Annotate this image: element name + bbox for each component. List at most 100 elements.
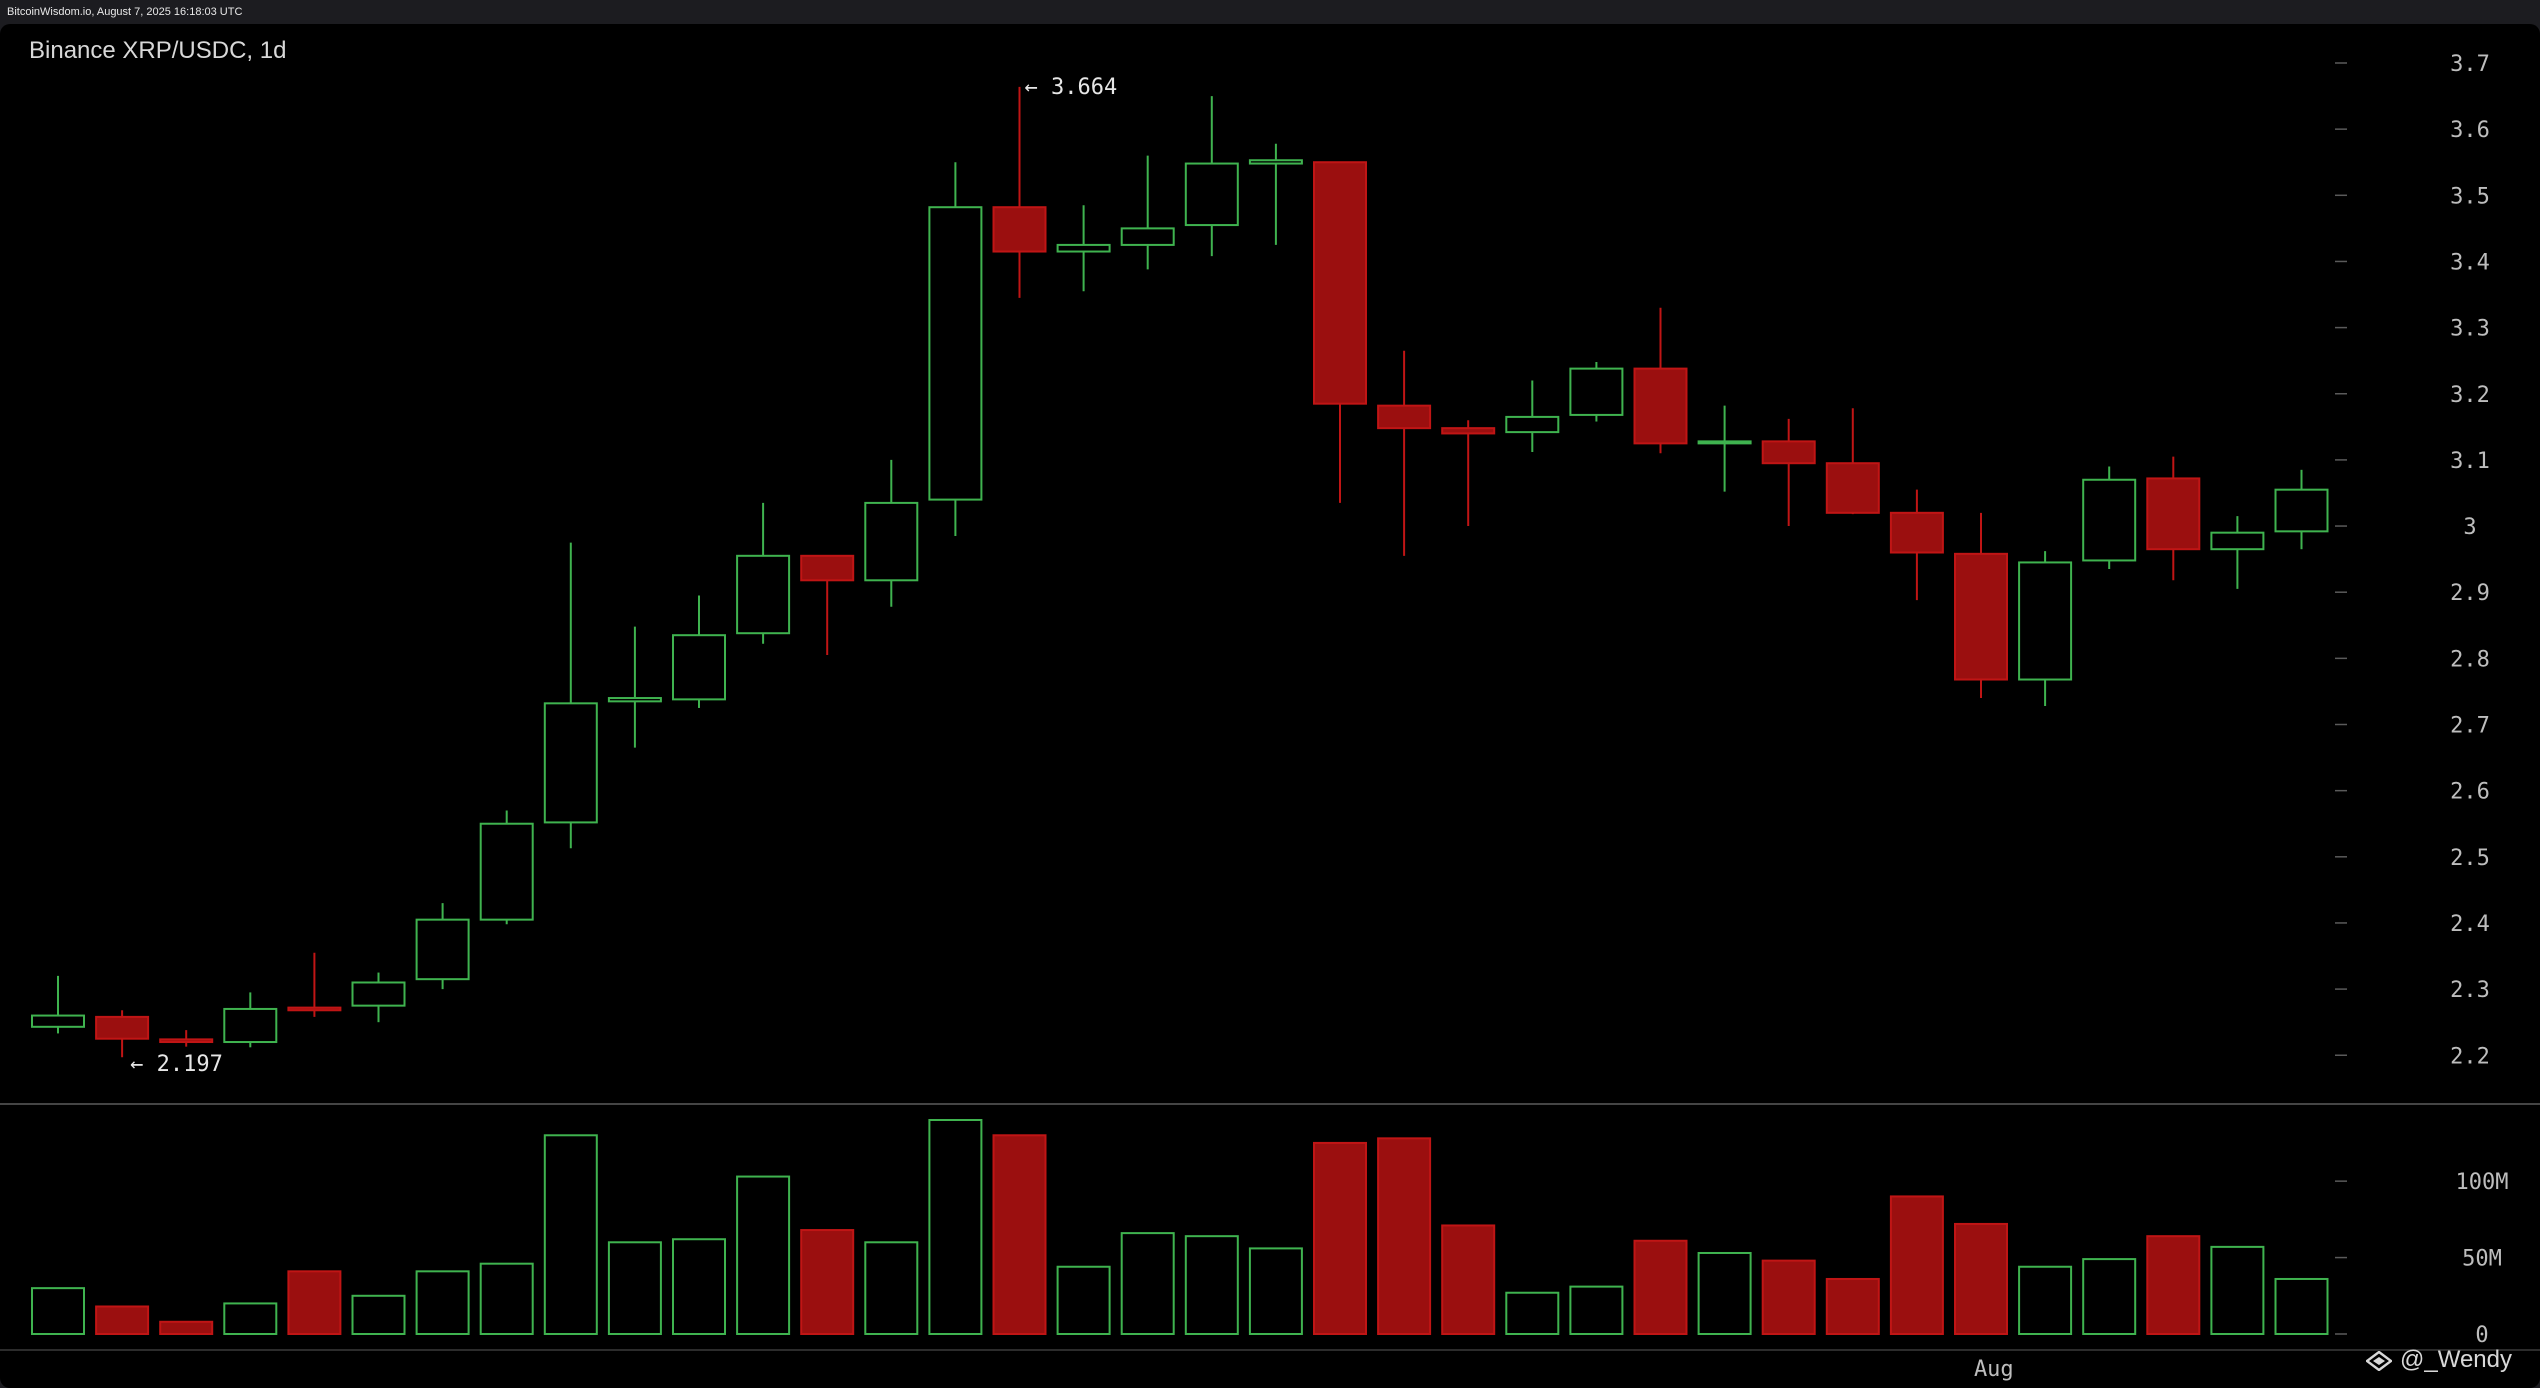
volume-bar-down <box>1377 1137 1432 1336</box>
candle-body-down <box>1825 462 1880 514</box>
candle-body-up <box>928 206 983 501</box>
candle-body-up <box>864 501 919 582</box>
price-tick-label: 2.3 <box>2450 978 2490 1003</box>
candle-body-up <box>1248 159 1303 165</box>
candle-body-up <box>223 1007 278 1044</box>
volume-bar-up <box>1505 1291 1560 1335</box>
candle-body-down <box>992 206 1047 253</box>
volume-bar-up <box>351 1294 406 1336</box>
volume-bar-down <box>1825 1277 1880 1336</box>
diamond-logo-icon <box>2365 1346 2394 1374</box>
volume-tick-label: 100M <box>2456 1170 2509 1195</box>
volume-bar-up <box>864 1241 919 1336</box>
candle-body-up <box>543 702 598 824</box>
candle-body-up <box>1697 440 1752 445</box>
candle-body-down <box>1377 404 1432 430</box>
volume-bar-down <box>1313 1141 1367 1336</box>
price-tick-label: 3.4 <box>2450 250 2490 275</box>
volume-bar-down <box>1441 1224 1496 1336</box>
volume-bar-up <box>1569 1285 1624 1335</box>
candle-body-down <box>800 554 855 582</box>
candle-body-up <box>607 697 662 703</box>
volume-bar-up <box>2274 1277 2329 1336</box>
price-tick-label: 3.1 <box>2450 449 2490 474</box>
volume-bar-up <box>672 1238 726 1335</box>
volume-bar-up <box>607 1241 662 1336</box>
price-tick-label: 2.8 <box>2450 647 2490 672</box>
volume-bar-down <box>992 1134 1047 1336</box>
candlestick-chart: 3.7 3.6 3.5 3.4 3.3 3.2 3.1 3 2.9 2.8 2.7 2.6 2.5 2.4… <box>0 52 2540 1382</box>
volume-bar-up <box>1184 1235 1239 1335</box>
volume-bar-up <box>479 1262 534 1335</box>
source-timestamp: BitcoinWisdom.io, August 7, 2025 16:18:0… <box>7 6 243 18</box>
candle-body-down <box>287 1006 342 1012</box>
candle-body-down <box>1441 427 1496 435</box>
candle-body-up <box>2274 488 2329 533</box>
candle-body-up <box>351 981 406 1007</box>
candle-body-up <box>1505 415 1560 434</box>
volume-bar-down <box>159 1320 214 1336</box>
candle-body-up <box>1056 243 1111 253</box>
price-tick-label: 3.5 <box>2450 184 2490 209</box>
price-tick-label: 3.7 <box>2450 52 2490 77</box>
watermark: @_Wendy <box>2365 1346 2512 1374</box>
volume-bar-down <box>287 1270 342 1336</box>
candle-body-up <box>1569 367 1624 416</box>
candle-body-down <box>159 1038 214 1044</box>
top-bar: BitcoinWisdom.io, August 7, 2025 16:18:0… <box>0 0 2540 24</box>
volume-bar-down <box>1954 1222 2008 1336</box>
volume-bar-down <box>2146 1235 2201 1335</box>
candle-body-up <box>1120 227 1175 246</box>
price-tick-label: 2.7 <box>2450 714 2490 739</box>
volume-bar-up <box>415 1270 470 1336</box>
chart-frame: 3.7 3.6 3.5 3.4 3.3 3.2 3.1 3 2.9 2.8 2.7 2.6 2.5 2.4… <box>0 24 2540 1388</box>
low-annotation: ← 2.197 <box>130 1052 223 1077</box>
volume-bar-down <box>95 1305 150 1336</box>
volume-bar-up <box>1697 1251 1752 1335</box>
candle-body-up <box>415 918 470 981</box>
candle-body-up <box>1184 162 1239 227</box>
candle-body-down <box>1633 367 1688 445</box>
price-tick-label: 2.9 <box>2450 581 2490 606</box>
candle-body-up <box>2210 531 2265 551</box>
volume-bar-up <box>2210 1245 2265 1336</box>
candle-body-up <box>736 554 791 635</box>
volume-bar-down <box>1633 1239 1688 1336</box>
price-tick-label: 3.2 <box>2450 383 2490 408</box>
watermark-text: @_Wendy <box>2400 1346 2512 1373</box>
candle-body-up <box>2082 478 2137 562</box>
candle-body-down <box>95 1015 150 1040</box>
price-tick-label: 2.4 <box>2450 912 2490 937</box>
volume-bar-up <box>2018 1265 2073 1335</box>
candle-body-up <box>672 634 726 701</box>
candle-body-down <box>1954 552 2008 681</box>
candle-body-down <box>1761 440 1816 465</box>
volume-bar-up <box>543 1134 598 1336</box>
volume-bar-up <box>928 1119 983 1335</box>
volume-bar-down <box>1761 1259 1816 1335</box>
high-annotation: ← 3.664 <box>1025 75 1118 100</box>
candle-body-down <box>1313 161 1367 405</box>
price-tick-label: 2.2 <box>2450 1044 2490 1069</box>
candle-body-up <box>479 822 534 921</box>
volume-bar-up <box>1248 1247 1303 1336</box>
candle-body-down <box>2146 477 2201 551</box>
price-tick-label: 3.6 <box>2450 118 2490 143</box>
price-tick-label: 2.6 <box>2450 780 2490 805</box>
price-tick-label: 3 <box>2463 515 2476 540</box>
volume-bar-up <box>1056 1265 1111 1335</box>
x-axis-label: Aug <box>1974 1357 2014 1382</box>
volume-bar-up <box>31 1287 85 1335</box>
candle-body-down <box>1889 511 1944 554</box>
volume-tick-label: 50M <box>2462 1247 2502 1272</box>
chart-title: Binance XRP/USDC, 1d <box>29 37 287 64</box>
volume-tick-label: 0 <box>2475 1323 2488 1348</box>
volume-bar-up <box>1120 1232 1175 1335</box>
volume-bar-down <box>1889 1195 1944 1336</box>
candle-body-up <box>2018 561 2073 681</box>
volume-bar-down <box>800 1229 855 1335</box>
volume-bar-up <box>736 1175 791 1335</box>
candle-body-up <box>31 1014 85 1028</box>
volume-bar-up <box>223 1302 278 1336</box>
price-tick-label: 2.5 <box>2450 846 2490 871</box>
